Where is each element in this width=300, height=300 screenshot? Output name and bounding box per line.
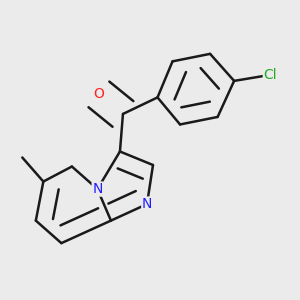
Text: N: N (92, 182, 103, 196)
Text: Cl: Cl (263, 68, 277, 82)
Text: O: O (94, 87, 104, 101)
Text: N: N (142, 197, 152, 211)
